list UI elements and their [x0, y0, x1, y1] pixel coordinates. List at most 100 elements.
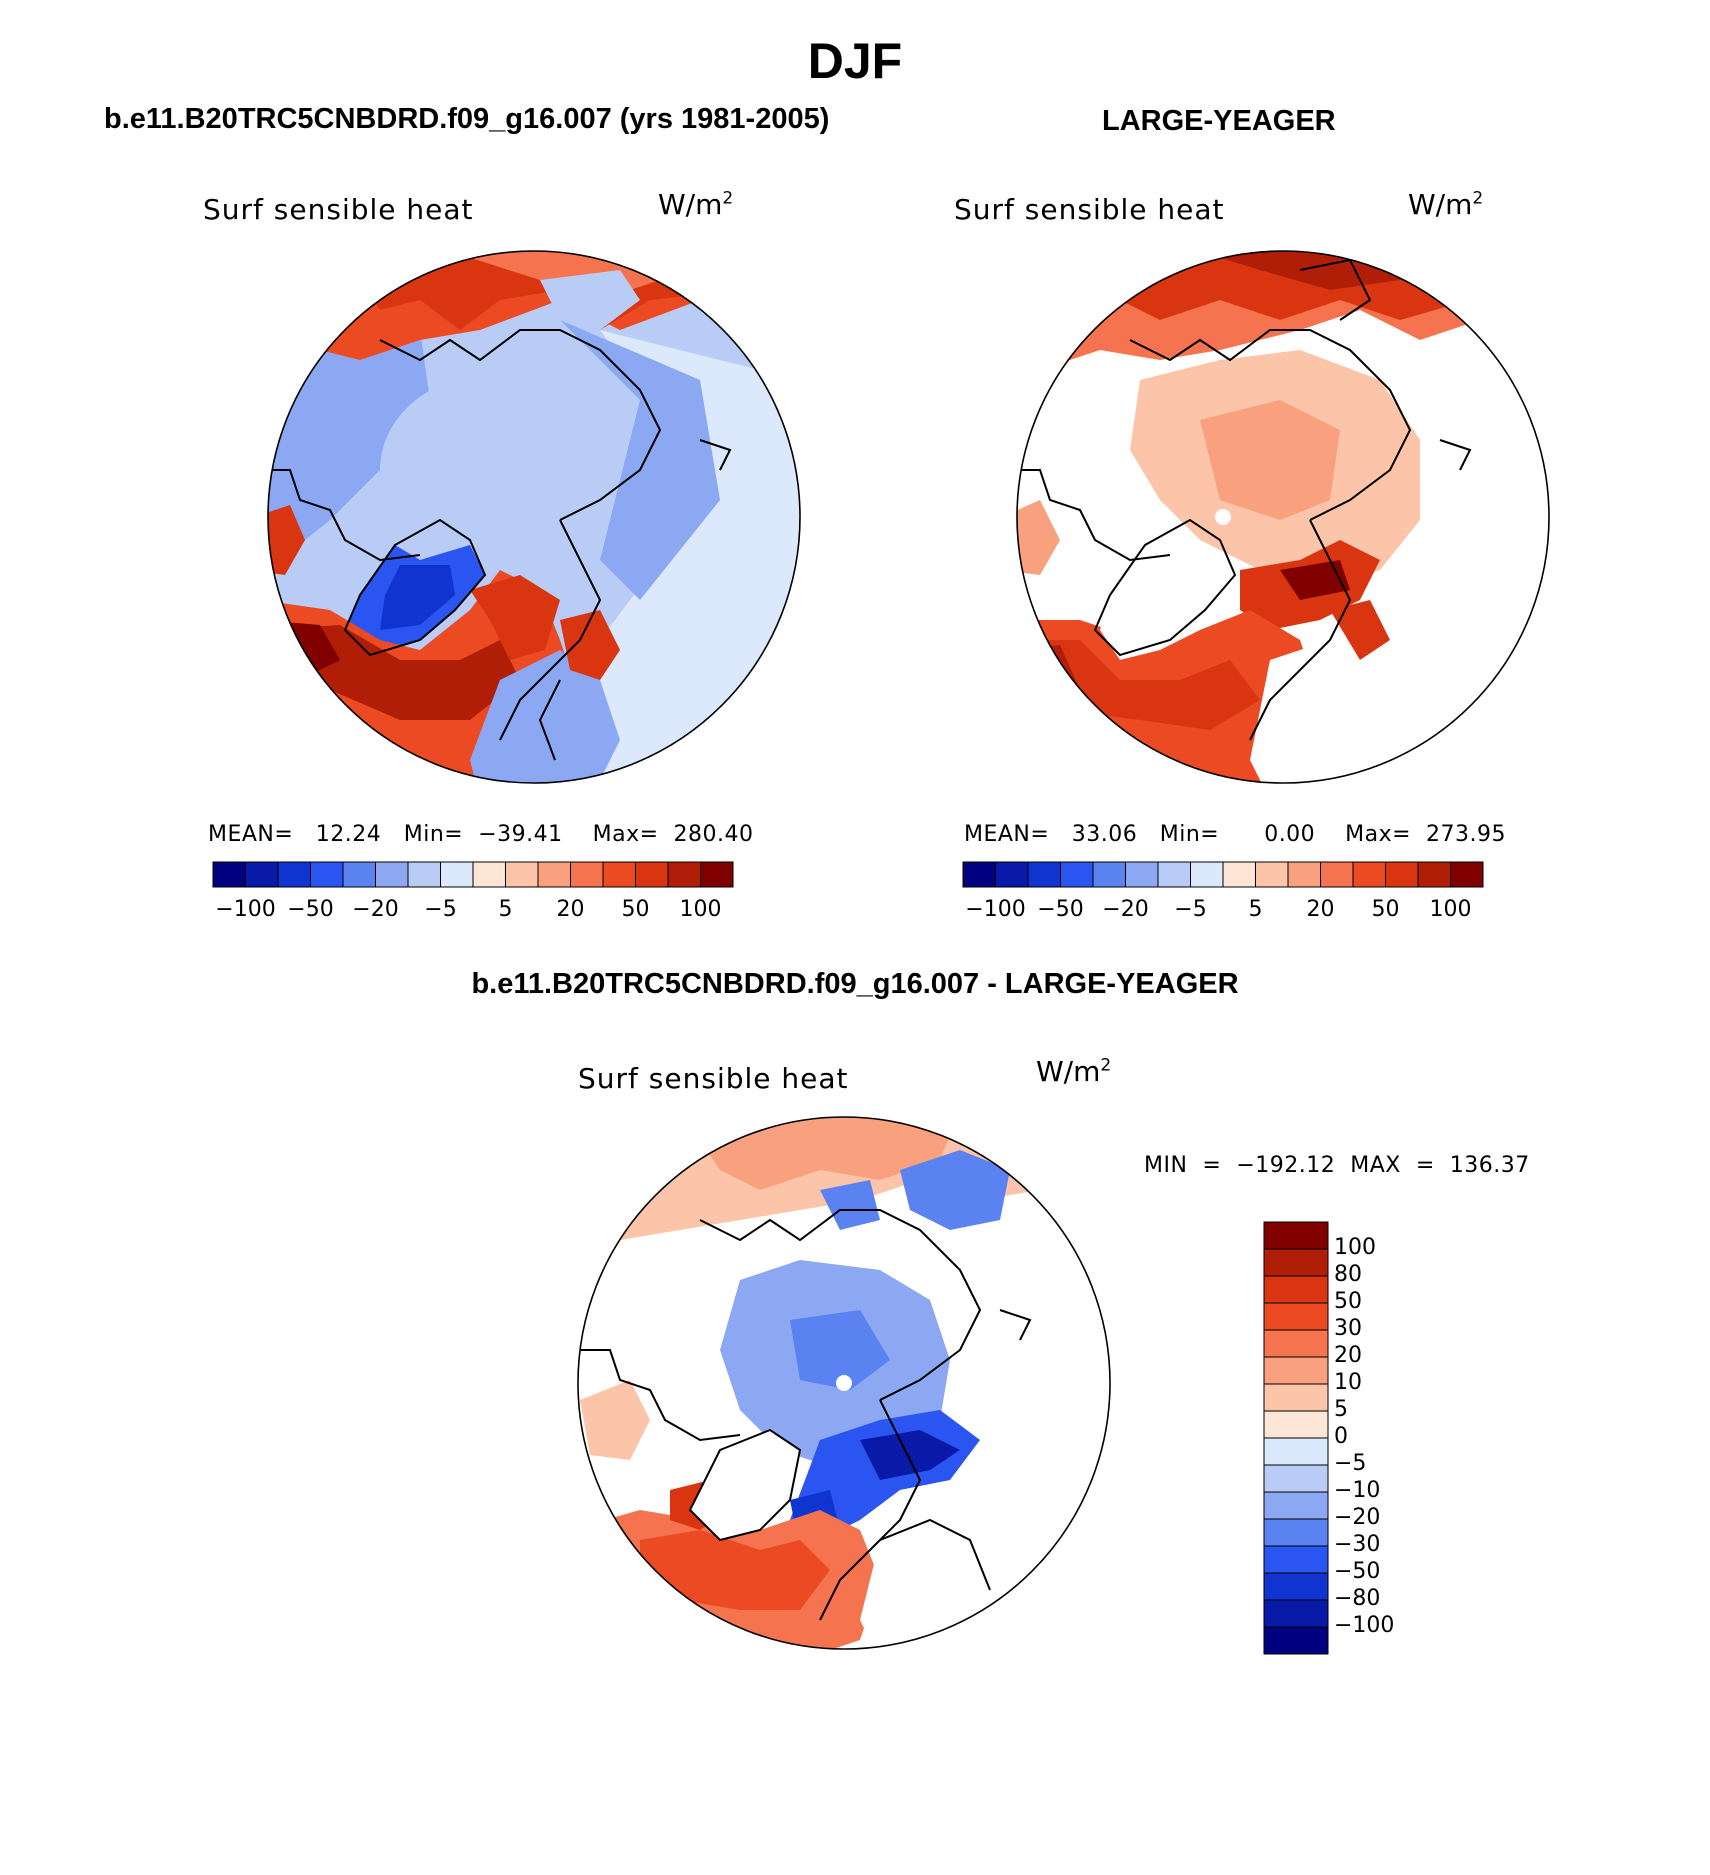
right-colorbar-tick: −50 — [1037, 897, 1084, 922]
right-colorbar-swatch — [1092, 861, 1126, 888]
diff-colorbar-swatch — [1263, 1248, 1329, 1277]
left-colorbar-tick: 5 — [498, 897, 513, 922]
right-colorbar-tick: 20 — [1306, 897, 1335, 922]
left-coastlines — [268, 329, 732, 761]
right-colorbar-swatch — [1060, 861, 1094, 888]
diff-colorbar-label: −50 — [1334, 1559, 1381, 1584]
diff-colorbar-label: −30 — [1334, 1532, 1381, 1557]
left-colorbar-tick: 50 — [621, 897, 650, 922]
diff-colorbar-label: 100 — [1334, 1235, 1376, 1260]
right-variable-label: Surf sensible heat — [954, 193, 1225, 226]
right-unit-label: W/m2 — [1408, 188, 1484, 221]
right-colorbar-swatch — [1352, 861, 1386, 888]
difference-pole-marker — [836, 1375, 852, 1391]
left-colorbar-tick: −50 — [287, 897, 334, 922]
left-colorbar-tick: −20 — [352, 897, 399, 922]
right-colorbar-swatch — [1320, 861, 1354, 888]
left-colorbar-swatch — [342, 861, 376, 888]
left-panel-case-title: b.e11.B20TRC5CNBDRD.f09_g16.007 (yrs 198… — [104, 103, 830, 135]
right-colorbar-swatch — [1157, 861, 1191, 888]
right-coastlines — [1017, 258, 1472, 741]
left-colorbar-swatch — [472, 861, 506, 888]
diff-colorbar-swatch — [1263, 1437, 1329, 1466]
left-colorbar-swatch — [667, 861, 701, 888]
right-colorbar-swatch — [1027, 861, 1061, 888]
right-colorbar-tick: 100 — [1429, 897, 1472, 922]
right-colorbar-swatch — [995, 861, 1029, 888]
diff-colorbar-swatch — [1263, 1383, 1329, 1412]
diff-colorbar-swatch — [1263, 1599, 1329, 1628]
right-colorbar-swatch — [1255, 861, 1289, 888]
diff-unit-label: W/m2 — [1036, 1055, 1112, 1088]
right-colorbar-tick: −5 — [1174, 897, 1207, 922]
right-stats-readout: MEAN= 33.06 Min= 0.00 Max= 273.95 — [964, 822, 1507, 847]
diff-colorbar-label: −10 — [1334, 1478, 1381, 1503]
right-colorbar-swatch — [1287, 861, 1321, 888]
diff-colorbar-swatch — [1263, 1302, 1329, 1331]
diff-colorbar-swatch — [1263, 1410, 1329, 1439]
right-colorbar — [962, 861, 1484, 888]
diff-colorbar-swatch — [1263, 1221, 1329, 1250]
right-colorbar-swatch — [1125, 861, 1159, 888]
left-variable-label: Surf sensible heat — [203, 193, 474, 226]
left-colorbar — [212, 861, 734, 888]
diff-colorbar-label: 50 — [1334, 1289, 1362, 1314]
diff-colorbar-swatch — [1263, 1491, 1329, 1520]
right-colorbar-swatch — [1385, 861, 1419, 888]
right-panel-case-title: LARGE-YEAGER — [1102, 105, 1336, 137]
left-colorbar-swatch — [537, 861, 571, 888]
diff-colorbar-swatch — [1263, 1545, 1329, 1574]
diff-colorbar-swatch — [1263, 1329, 1329, 1358]
left-colorbar-swatch — [310, 861, 344, 888]
right-colorbar-swatch — [1222, 861, 1256, 888]
right-polar-map — [1017, 251, 1549, 783]
diff-colorbar-label: 80 — [1334, 1262, 1362, 1287]
diff-colorbar-label: −80 — [1334, 1586, 1381, 1611]
left-colorbar-swatch — [277, 861, 311, 888]
right-colorbar-tick: 50 — [1371, 897, 1400, 922]
difference-coastlines — [580, 1209, 1032, 1621]
left-colorbar-tick: 20 — [556, 897, 585, 922]
left-colorbar-tick: −5 — [424, 897, 457, 922]
left-colorbar-swatch — [440, 861, 474, 888]
diff-colorbar-swatch — [1263, 1275, 1329, 1304]
right-colorbar-swatch — [1417, 861, 1451, 888]
difference-colorbar — [1263, 1221, 1329, 1655]
left-colorbar-tick: −100 — [215, 897, 276, 922]
left-colorbar-swatch — [700, 861, 734, 888]
left-stats-readout: MEAN= 12.24 Min= −39.41 Max= 280.40 — [208, 822, 754, 847]
diff-colorbar-label: 5 — [1334, 1397, 1348, 1422]
left-colorbar-swatch — [635, 861, 669, 888]
diff-colorbar-label: −100 — [1334, 1613, 1395, 1638]
diff-colorbar-label: −20 — [1334, 1505, 1381, 1530]
left-colorbar-swatch — [245, 861, 279, 888]
left-colorbar-swatch — [212, 861, 246, 888]
diff-minmax-readout: MIN = −192.12 MAX = 136.37 — [1144, 1153, 1530, 1178]
left-polar-map — [268, 251, 800, 783]
right-pole-marker — [1215, 509, 1231, 525]
difference-panel-title: b.e11.B20TRC5CNBDRD.f09_g16.007 - LARGE-… — [471, 968, 1239, 1000]
right-colorbar-swatch — [1450, 861, 1484, 888]
diff-colorbar-label: −5 — [1334, 1451, 1367, 1476]
right-colorbar-swatch — [962, 861, 996, 888]
left-colorbar-tick: 100 — [679, 897, 722, 922]
right-map-border — [1016, 250, 1550, 784]
left-map-border — [267, 250, 801, 784]
diff-colorbar-label: 30 — [1334, 1316, 1362, 1341]
diff-colorbar-swatch — [1263, 1356, 1329, 1385]
left-colorbar-swatch — [570, 861, 604, 888]
right-colorbar-swatch — [1190, 861, 1224, 888]
right-colorbar-tick: −20 — [1102, 897, 1149, 922]
left-colorbar-swatch — [375, 861, 409, 888]
diff-colorbar-swatch — [1263, 1626, 1329, 1655]
diff-colorbar-swatch — [1263, 1572, 1329, 1601]
diff-colorbar-swatch — [1263, 1518, 1329, 1547]
left-colorbar-swatch — [505, 861, 539, 888]
diff-colorbar-label: 10 — [1334, 1370, 1362, 1395]
diff-colorbar-label: 20 — [1334, 1343, 1362, 1368]
right-colorbar-tick: −100 — [965, 897, 1026, 922]
diff-variable-label: Surf sensible heat — [578, 1062, 849, 1095]
left-unit-label: W/m2 — [658, 188, 734, 221]
difference-map-border — [577, 1116, 1111, 1650]
